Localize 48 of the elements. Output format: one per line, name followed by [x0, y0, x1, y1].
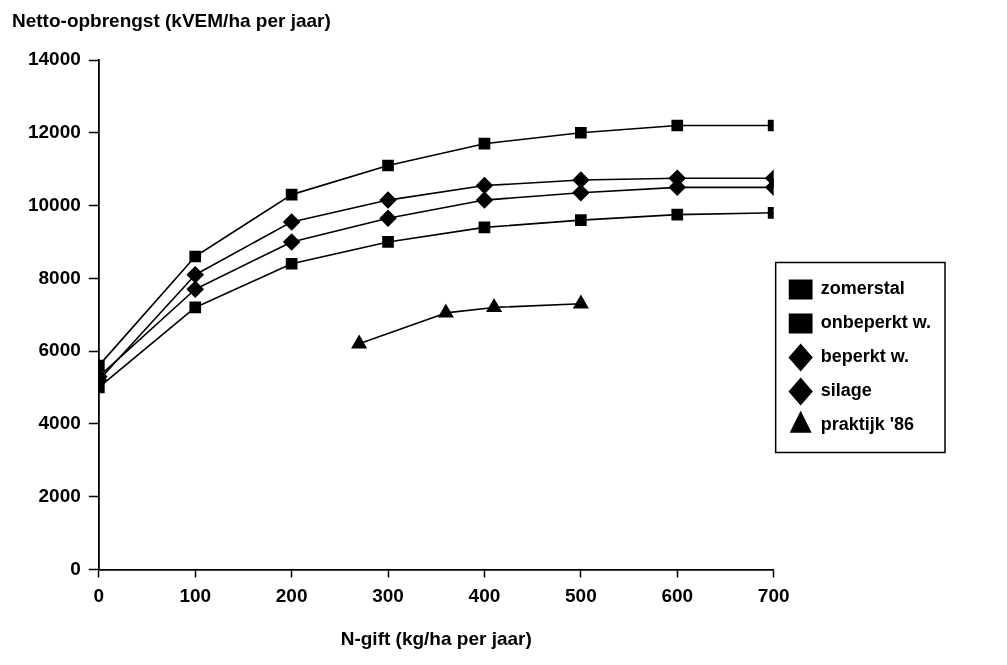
y-tick-label: 4000: [38, 412, 81, 434]
x-tick-label: 400: [468, 585, 501, 607]
x-axis-title: N-gift (kg/ha per jaar): [340, 627, 532, 649]
point: [476, 191, 493, 209]
point: [575, 214, 587, 226]
x-tick-label: 600: [661, 585, 694, 607]
y-tick-label: 6000: [38, 339, 81, 361]
point: [382, 159, 394, 172]
point: [671, 208, 684, 221]
legend-label: silage: [820, 380, 872, 401]
y-tick-label: 14000: [27, 48, 81, 70]
point: [478, 137, 491, 150]
point: [572, 184, 590, 202]
point: [189, 250, 202, 263]
point: [382, 236, 394, 248]
y-tick-label: 2000: [38, 484, 81, 506]
legend-label: beperkt w.: [820, 346, 910, 367]
point: [575, 126, 587, 139]
x-tick-label: 100: [179, 585, 212, 607]
point: [476, 177, 493, 194]
x-tick-label: 500: [565, 585, 597, 607]
y-tick-label: 0: [70, 557, 81, 579]
legend-label: praktijk '86: [820, 414, 914, 435]
legend-label: onbeperkt w.: [820, 312, 932, 333]
x-tick-label: 200: [275, 585, 308, 607]
point: [478, 221, 491, 234]
point: [285, 188, 298, 201]
y-axis-title: Netto-opbrengst (kVEM/ha per jaar): [12, 10, 331, 32]
point: [438, 304, 454, 318]
point: [486, 299, 502, 313]
y-tick-label: 12000: [27, 121, 81, 143]
y-tick-label: 8000: [38, 266, 81, 288]
point: [671, 119, 684, 132]
point: [186, 280, 204, 298]
x-tick-label: 0: [93, 585, 105, 607]
point: [379, 191, 397, 209]
x-tick-label: 700: [757, 585, 790, 607]
point: [573, 295, 589, 309]
legend-label: zomerstal: [820, 278, 905, 299]
point: [285, 257, 298, 270]
y-tick-label: 10000: [27, 193, 81, 215]
point: [189, 301, 202, 314]
point: [351, 335, 367, 349]
point: [283, 213, 301, 231]
x-tick-label: 300: [372, 585, 404, 607]
point: [379, 209, 397, 227]
point: [186, 266, 204, 284]
point: [283, 233, 301, 251]
